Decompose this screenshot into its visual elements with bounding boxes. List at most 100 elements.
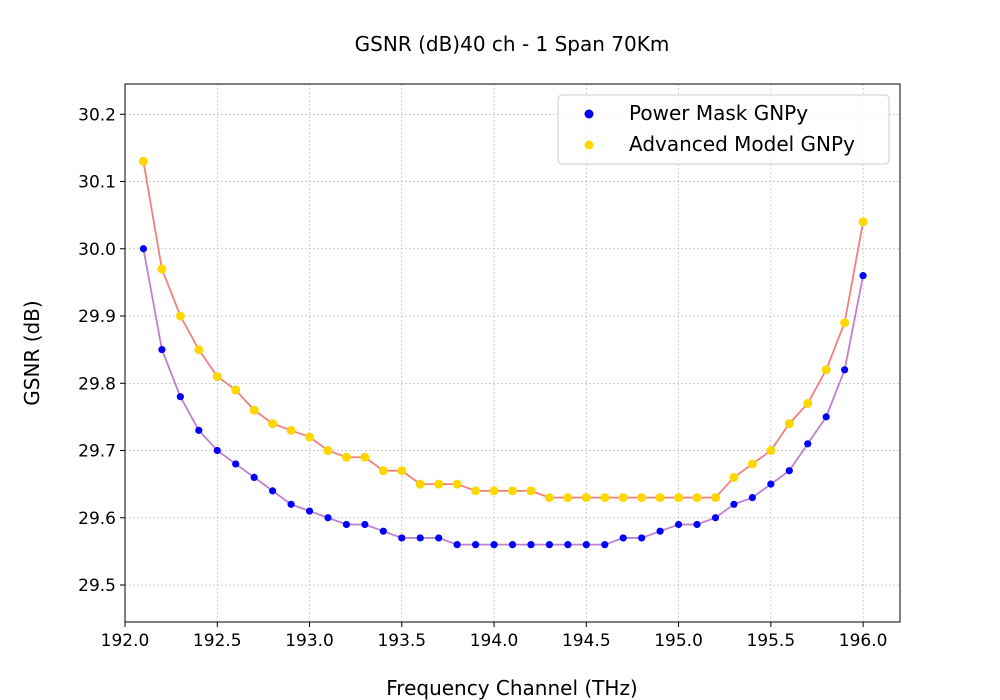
- series-0-point: [287, 500, 295, 508]
- x-tick-label: 193.0: [285, 631, 334, 651]
- series-1-point: [508, 486, 517, 496]
- series-1-point: [655, 493, 665, 503]
- series-1-point: [618, 493, 628, 503]
- series-1-point: [249, 405, 259, 415]
- series-1-point: [341, 452, 351, 462]
- legend: Power Mask GNPy Advanced Model GNPy: [557, 94, 890, 165]
- series-1-point: [286, 425, 296, 435]
- series-1-point: [729, 472, 739, 482]
- series-line-0: [142, 248, 864, 546]
- series-0-point: [324, 514, 332, 522]
- series-0-point: [232, 460, 240, 468]
- series-line-1: [142, 161, 864, 499]
- series-1-point: [138, 156, 148, 166]
- series-1-point: [692, 493, 702, 503]
- series-0-point: [305, 507, 314, 515]
- series-1-point: [268, 419, 278, 429]
- legend-marker-advanced-model: [584, 140, 594, 150]
- series-1-point: [784, 419, 794, 429]
- y-tick-label: 29.5: [78, 576, 116, 596]
- series-1-point: [747, 459, 757, 469]
- series-1-point: [637, 493, 647, 503]
- series-1-point: [231, 385, 241, 395]
- y-tick-label: 29.7: [78, 442, 116, 462]
- series-1-point: [821, 365, 831, 375]
- series-0-point: [767, 480, 775, 488]
- chart-title: GSNR (dB)40 ch - 1 Span 70Km: [355, 32, 670, 56]
- series-0-point: [730, 500, 738, 508]
- series-0-point: [545, 541, 554, 549]
- legend-box: [557, 94, 890, 165]
- series-0-point: [508, 541, 517, 549]
- series-0-point: [564, 541, 572, 549]
- y-tick-label: 29.6: [78, 509, 116, 529]
- series-1-point: [157, 264, 167, 274]
- x-axis-ticks: 192.0 192.5 193.0 193.5 194.0 194.5 195.0 195.5…: [101, 622, 888, 651]
- x-tick-label: 195.0: [654, 631, 703, 651]
- y-tick-label: 30.1: [78, 173, 116, 193]
- series-1-point: [360, 452, 370, 462]
- series-0-point: [785, 467, 793, 475]
- series-0-point: [158, 346, 166, 354]
- series-1-point: [305, 432, 315, 442]
- series-1-point: [803, 398, 813, 408]
- series-0-point: [656, 527, 664, 535]
- y-tick-label: 30.0: [78, 240, 116, 260]
- series-1-point: [674, 493, 684, 503]
- series-1-point: [526, 486, 536, 496]
- series-0-point: [804, 440, 812, 448]
- plot-frame: [124, 83, 901, 623]
- series-0-point: [841, 366, 849, 374]
- x-axis-label: Frequency Channel (THz): [386, 676, 638, 700]
- series-1-point: [489, 486, 499, 496]
- legend-label-power-mask: Power Mask GNPy: [629, 101, 808, 125]
- series-1-point: [544, 493, 554, 503]
- series-1-point: [415, 479, 425, 489]
- series-0-point: [693, 520, 701, 529]
- series-0-point: [472, 541, 480, 549]
- series-1-point: [840, 318, 850, 328]
- series-0-point: [435, 534, 443, 542]
- y-tick-label: 29.8: [78, 374, 116, 394]
- series-0-point: [195, 426, 203, 434]
- x-tick-label: 195.5: [746, 631, 795, 651]
- x-tick-label: 194.5: [562, 631, 611, 651]
- series-1-point: [710, 493, 720, 503]
- x-tick-label: 192.0: [101, 631, 150, 651]
- series-0-point: [582, 541, 590, 549]
- series-1-point: [452, 479, 462, 489]
- series-0-point: [601, 541, 609, 549]
- series-0-point: [674, 520, 683, 529]
- series-1-point: [323, 446, 333, 456]
- series-0-point: [527, 541, 535, 549]
- x-tick-label: 193.5: [377, 631, 426, 651]
- y-axis-ticks: 29.5 29.6 29.7 29.8 29.9 30.0 30.1 30.2: [78, 105, 125, 596]
- series-1-point: [858, 217, 868, 227]
- series-1-point: [175, 311, 185, 321]
- series-1-point: [378, 466, 388, 476]
- series-0-point: [748, 493, 756, 502]
- series-0-point: [213, 446, 221, 455]
- series-0-point: [176, 393, 184, 401]
- series-0-point: [342, 520, 351, 529]
- series-points: [138, 156, 868, 549]
- series-0-point: [453, 541, 461, 549]
- series-0-point: [490, 541, 498, 549]
- series-1-point: [397, 466, 407, 476]
- series-0-point: [859, 272, 867, 280]
- series-0-point: [619, 534, 627, 542]
- series-0-point: [711, 514, 720, 522]
- series-0-point: [822, 413, 830, 421]
- series-1-point: [212, 372, 222, 382]
- series-1-point: [434, 479, 444, 489]
- x-tick-label: 196.0: [839, 631, 888, 651]
- series-0-point: [361, 520, 369, 529]
- series-0-point: [416, 534, 424, 542]
- x-tick-label: 194.0: [470, 631, 519, 651]
- series-0-point: [250, 473, 258, 482]
- series-0-point: [638, 534, 646, 542]
- legend-label-advanced-model: Advanced Model GNPy: [629, 132, 855, 156]
- series-1-point: [194, 345, 204, 355]
- series-1-point: [471, 486, 481, 496]
